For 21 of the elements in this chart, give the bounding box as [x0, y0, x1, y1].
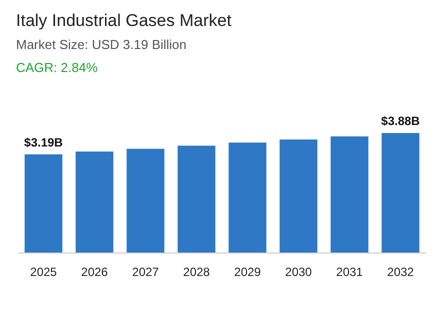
chart-subtitle: Market Size: USD 3.19 Billion	[16, 37, 187, 52]
x-tick-label: 2025	[30, 265, 58, 279]
x-tick-label: 2031	[336, 265, 364, 279]
bar	[76, 152, 114, 253]
x-tick-label: 2027	[132, 265, 160, 279]
bar	[228, 142, 266, 253]
bar	[178, 146, 216, 253]
x-tick-label: 2030	[285, 265, 312, 279]
bar	[330, 136, 368, 253]
x-tick-label: 2029	[234, 265, 262, 279]
bar	[382, 133, 420, 253]
data-label: $3.19B	[24, 135, 64, 150]
chart-title: Italy Industrial Gases Market	[16, 11, 232, 30]
bar	[24, 154, 62, 253]
x-tick-label: 2032	[387, 265, 414, 279]
bar	[280, 139, 318, 253]
data-label: $3.88B	[381, 114, 420, 128]
x-tick-label: 2028	[183, 265, 210, 279]
text: CAGR: 2.84%	[16, 60, 98, 75]
x-tick-label: 2026	[81, 265, 108, 279]
bar	[126, 148, 164, 253]
